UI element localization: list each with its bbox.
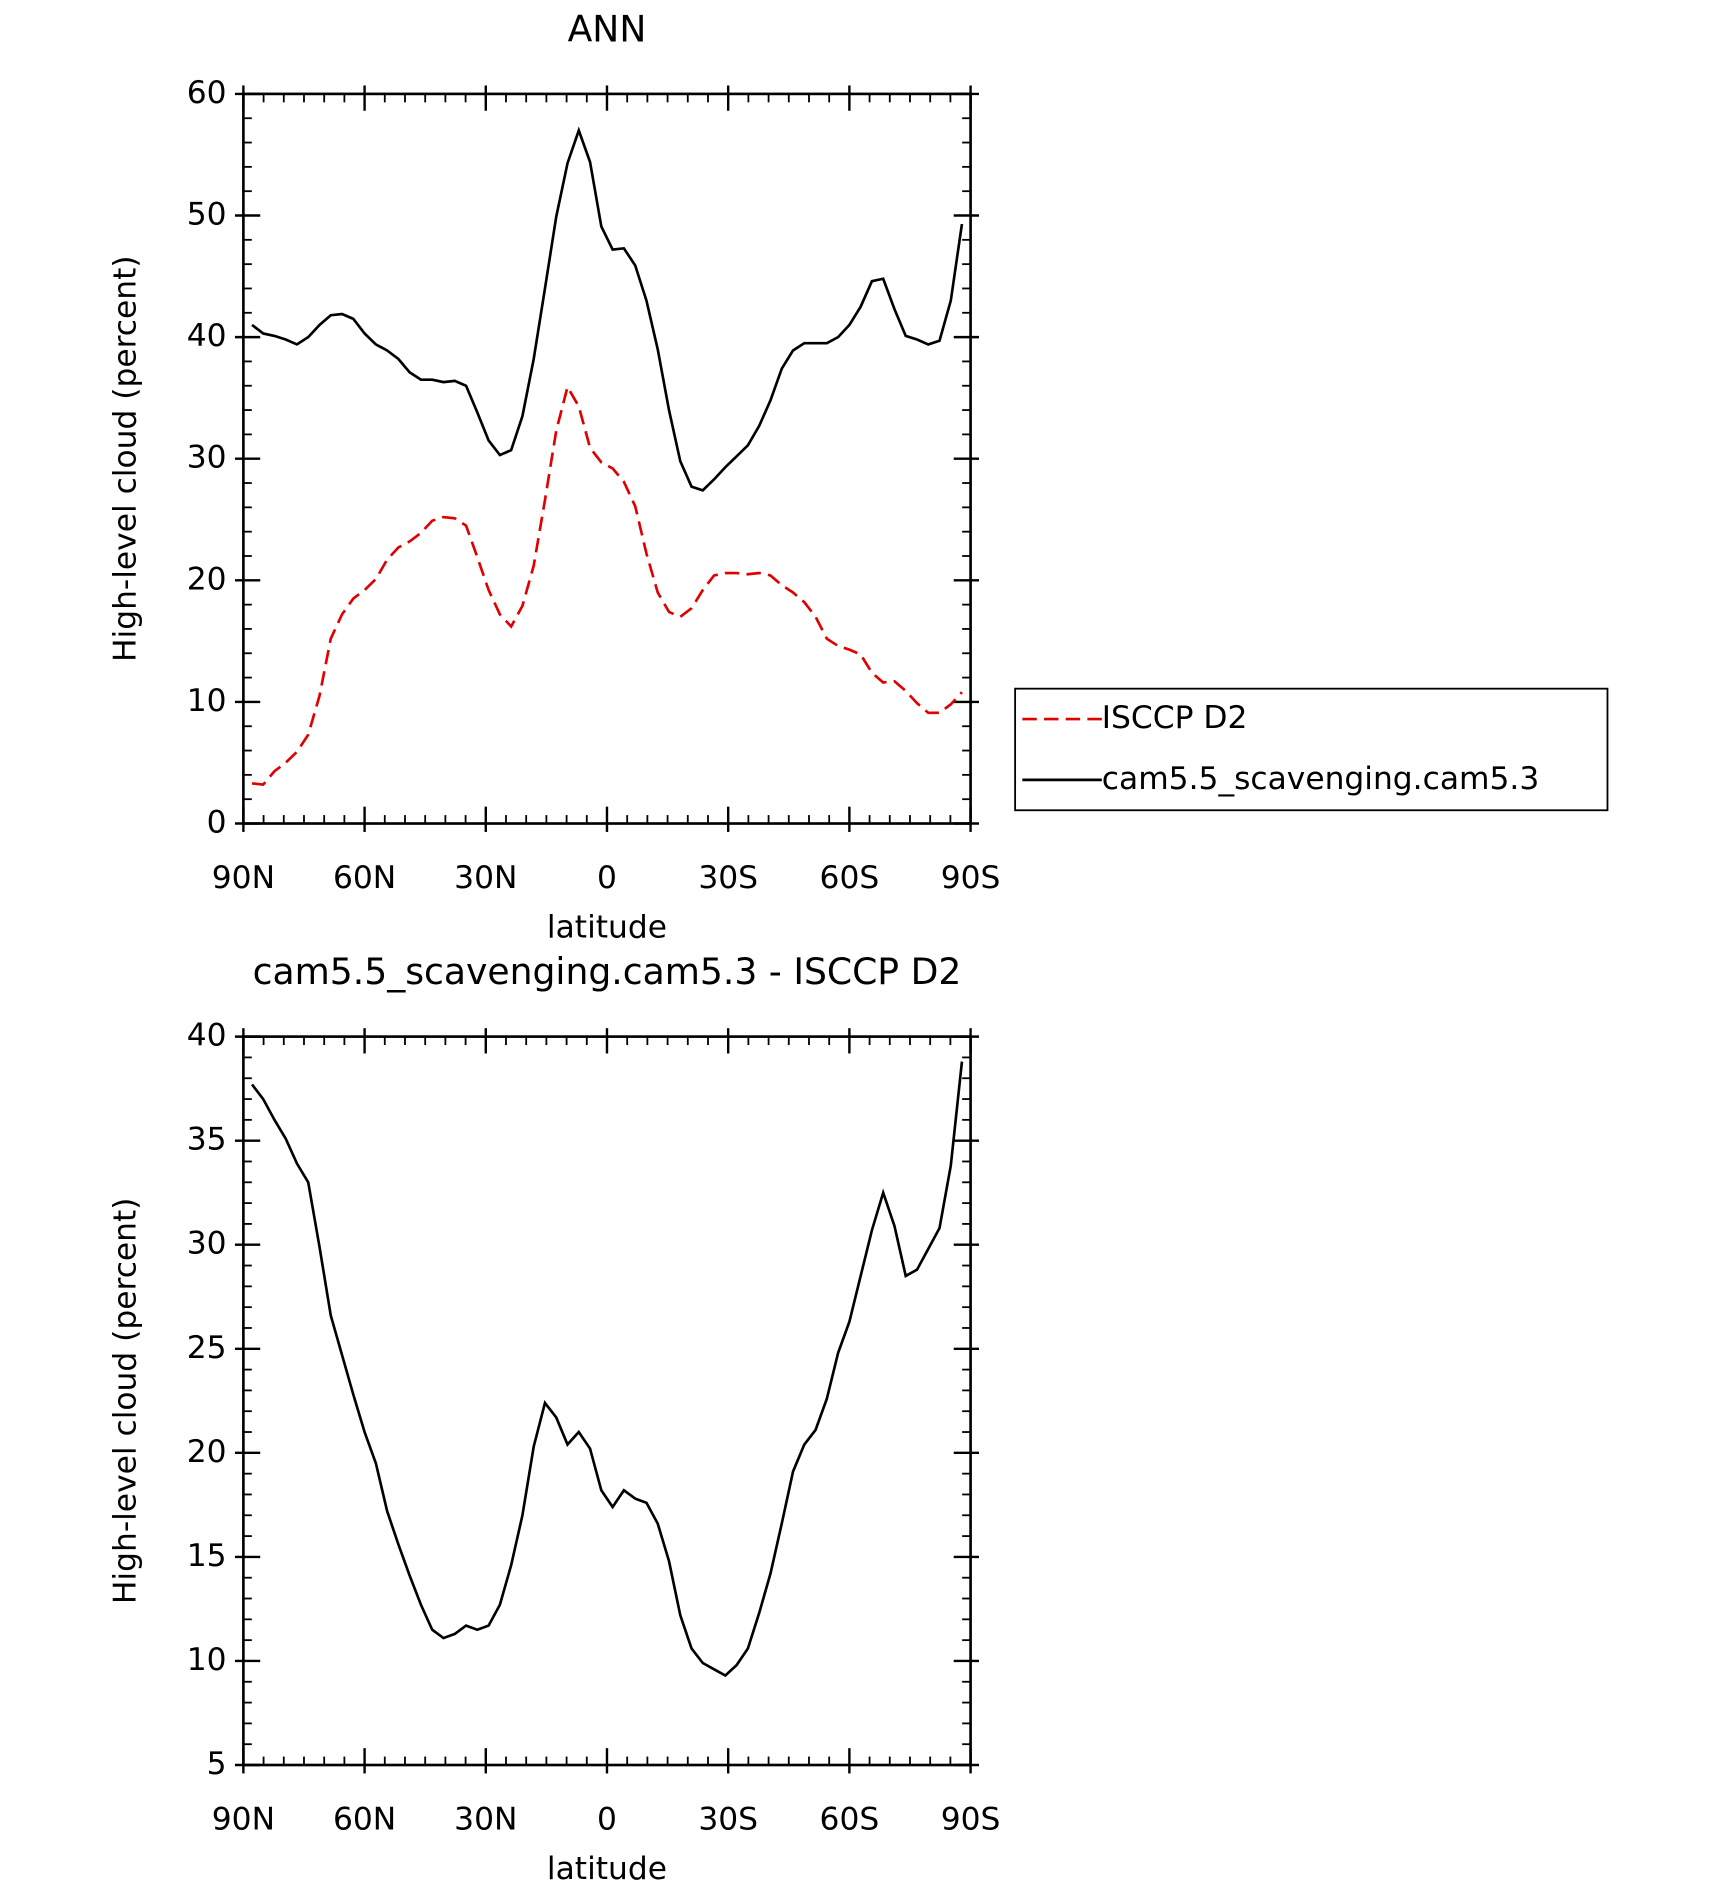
- y-tick-label: 40: [187, 1018, 227, 1054]
- legend-label: ISCCP D2: [1102, 700, 1248, 736]
- y-tick-label: 30: [187, 1226, 227, 1262]
- x-tick-label: 0: [597, 1801, 617, 1837]
- y-tick-label: 60: [187, 75, 227, 111]
- y-tick-label: 40: [187, 318, 227, 354]
- x-tick-label: 30N: [454, 860, 517, 896]
- x-tick-label: 90S: [941, 1801, 1001, 1837]
- y-tick-label: 35: [187, 1122, 227, 1158]
- x-axis-label: latitude: [547, 1851, 667, 1883]
- y-tick-label: 20: [187, 1434, 227, 1470]
- plot-frame: [242, 1035, 972, 1767]
- y-axis-label: High-level cloud (percent): [108, 255, 144, 662]
- y-axis-label: High-level cloud (percent): [108, 1198, 144, 1605]
- y-tick-label: 30: [187, 440, 227, 476]
- x-tick-label: 90N: [212, 1801, 275, 1837]
- y-tick-label: 0: [207, 805, 227, 841]
- y-tick-label: 50: [187, 197, 227, 233]
- series-line: [251, 383, 963, 786]
- x-tick-label: 90N: [212, 860, 275, 896]
- legend-label: cam5.5_scavenging.cam5.3: [1102, 761, 1539, 797]
- y-tick-label: 5: [207, 1746, 227, 1782]
- x-tick-label: 90S: [941, 860, 1001, 896]
- y-tick-label: 25: [187, 1330, 227, 1366]
- x-tick-label: 0: [597, 860, 617, 896]
- y-tick-label: 20: [187, 561, 227, 597]
- y-tick-label: 10: [187, 683, 227, 719]
- x-tick-label: 60S: [820, 1801, 880, 1837]
- x-tick-label: 30N: [454, 1801, 517, 1837]
- x-tick-label: 60S: [820, 860, 880, 896]
- x-tick-label: 30S: [698, 1801, 758, 1837]
- legend-box: [1014, 687, 1609, 812]
- x-axis-label: latitude: [547, 909, 667, 945]
- chart-title: ANN: [568, 7, 647, 50]
- series-line: [250, 1061, 964, 1678]
- chart-title: cam5.5_scavenging.cam5.3 - ISCCP D2: [253, 950, 962, 993]
- x-tick-label: 30S: [698, 860, 758, 896]
- y-tick-label: 10: [187, 1642, 227, 1678]
- x-tick-label: 60N: [333, 1801, 396, 1837]
- y-tick-label: 15: [187, 1538, 227, 1574]
- plot-frame: [242, 92, 972, 825]
- series-line: [251, 126, 964, 492]
- x-tick-label: 60N: [333, 860, 396, 896]
